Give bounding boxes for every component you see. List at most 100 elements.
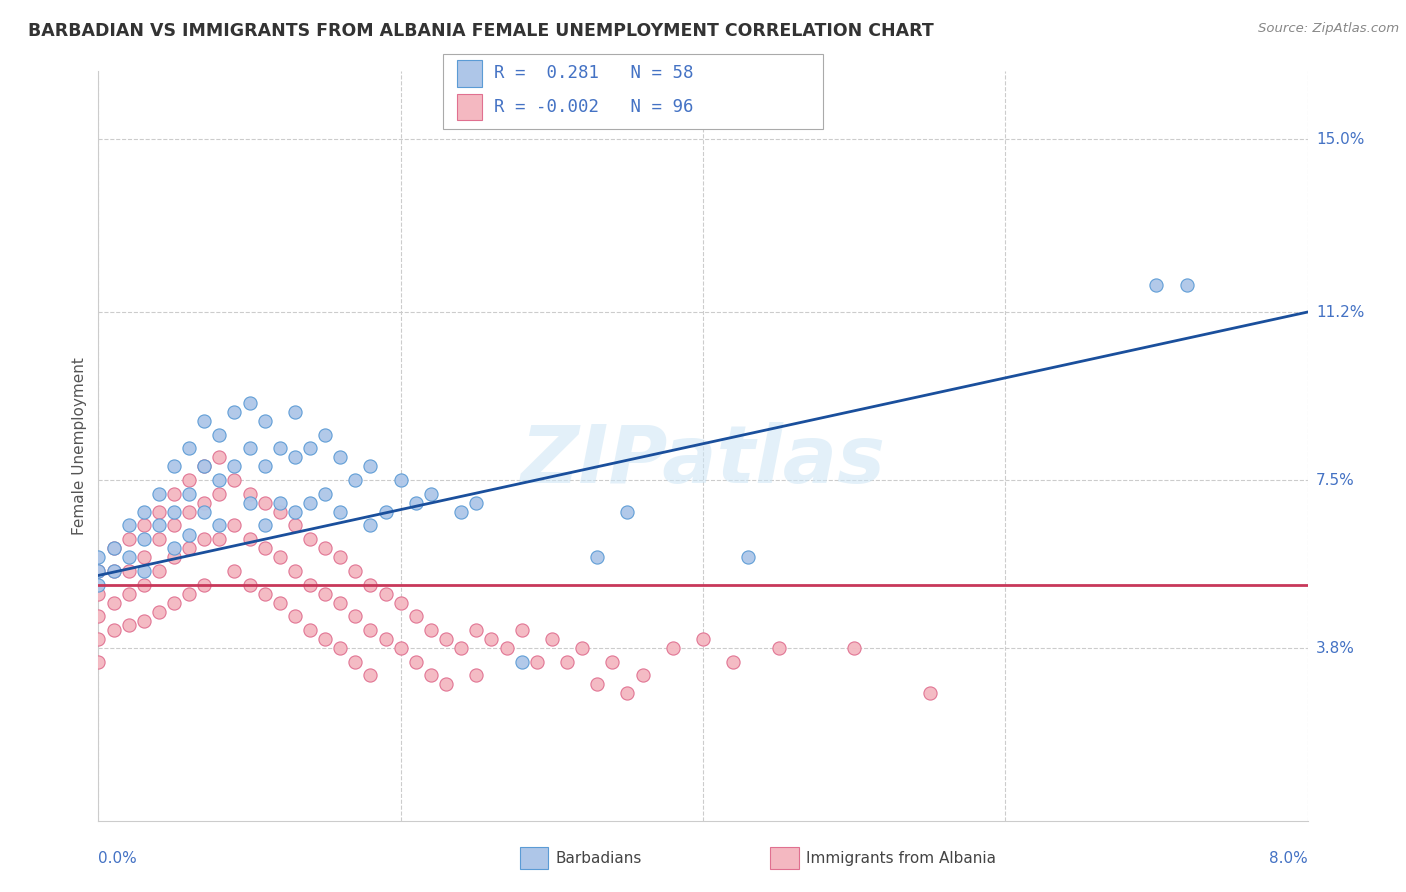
Point <box>389 473 412 487</box>
Point <box>148 486 170 500</box>
Point <box>148 532 170 546</box>
Point <box>118 564 141 578</box>
Point <box>253 518 276 533</box>
Point <box>224 473 246 487</box>
Point <box>434 677 457 691</box>
Point <box>193 459 215 474</box>
Text: 8.0%: 8.0% <box>1268 851 1308 866</box>
Point <box>284 609 307 624</box>
Point <box>481 632 503 646</box>
Point <box>420 486 443 500</box>
Point <box>586 550 609 565</box>
Point <box>103 564 125 578</box>
Point <box>208 518 231 533</box>
Point <box>918 686 941 700</box>
Point <box>661 641 683 656</box>
Point <box>193 532 215 546</box>
Point <box>360 577 382 591</box>
Point <box>193 414 215 428</box>
Point <box>360 459 382 474</box>
Point <box>284 518 307 533</box>
Point <box>314 427 336 442</box>
Point <box>179 541 201 556</box>
Point <box>723 655 745 669</box>
Point <box>299 496 322 510</box>
Point <box>118 586 141 600</box>
Point <box>1175 277 1198 292</box>
Point <box>118 550 141 565</box>
Point <box>163 486 186 500</box>
Point <box>163 541 186 556</box>
Point <box>1146 277 1168 292</box>
Point <box>253 414 276 428</box>
Point <box>239 496 262 510</box>
Point <box>510 655 533 669</box>
Point <box>239 532 262 546</box>
Point <box>344 655 367 669</box>
Point <box>420 623 443 637</box>
Text: 7.5%: 7.5% <box>1316 473 1354 488</box>
Text: ZIPatlas: ZIPatlas <box>520 422 886 500</box>
Point <box>239 577 262 591</box>
Point <box>360 623 382 637</box>
Point <box>208 532 231 546</box>
Point <box>374 505 396 519</box>
Point <box>510 623 533 637</box>
Text: 0.0%: 0.0% <box>98 851 138 866</box>
Point <box>148 518 170 533</box>
Point <box>465 668 488 682</box>
Point <box>148 505 170 519</box>
Point <box>314 541 336 556</box>
Point <box>360 518 382 533</box>
Point <box>132 577 155 591</box>
Point <box>602 655 624 669</box>
Text: BARBADIAN VS IMMIGRANTS FROM ALBANIA FEMALE UNEMPLOYMENT CORRELATION CHART: BARBADIAN VS IMMIGRANTS FROM ALBANIA FEM… <box>28 22 934 40</box>
Point <box>405 496 427 510</box>
Point <box>616 686 638 700</box>
Point <box>253 541 276 556</box>
Text: 11.2%: 11.2% <box>1316 304 1364 319</box>
Point <box>284 564 307 578</box>
Point <box>526 655 548 669</box>
Point <box>314 586 336 600</box>
Point <box>118 618 141 632</box>
Point <box>284 505 307 519</box>
Point <box>163 596 186 610</box>
Point <box>179 486 201 500</box>
Point <box>389 641 412 656</box>
Point <box>224 518 246 533</box>
Point <box>193 496 215 510</box>
Point <box>179 442 201 456</box>
Point <box>571 641 593 656</box>
Point <box>224 405 246 419</box>
Point <box>132 564 155 578</box>
Point <box>420 668 443 682</box>
Point <box>284 405 307 419</box>
Point <box>389 596 412 610</box>
Point <box>374 586 396 600</box>
Point <box>405 655 427 669</box>
Point <box>103 623 125 637</box>
Point <box>844 641 866 656</box>
Point <box>87 564 110 578</box>
Point <box>450 505 472 519</box>
Point <box>193 505 215 519</box>
Point <box>329 641 352 656</box>
Point <box>87 655 110 669</box>
Point <box>299 623 322 637</box>
Point <box>374 632 396 646</box>
Point <box>269 596 291 610</box>
Point <box>132 550 155 565</box>
Text: 15.0%: 15.0% <box>1316 132 1364 147</box>
Point <box>344 473 367 487</box>
Point <box>405 609 427 624</box>
Point <box>239 486 262 500</box>
Point <box>224 564 246 578</box>
Point <box>737 550 759 565</box>
Point <box>344 609 367 624</box>
Point <box>193 459 215 474</box>
Point <box>193 577 215 591</box>
Point <box>132 614 155 628</box>
Point <box>253 496 276 510</box>
Point <box>163 505 186 519</box>
